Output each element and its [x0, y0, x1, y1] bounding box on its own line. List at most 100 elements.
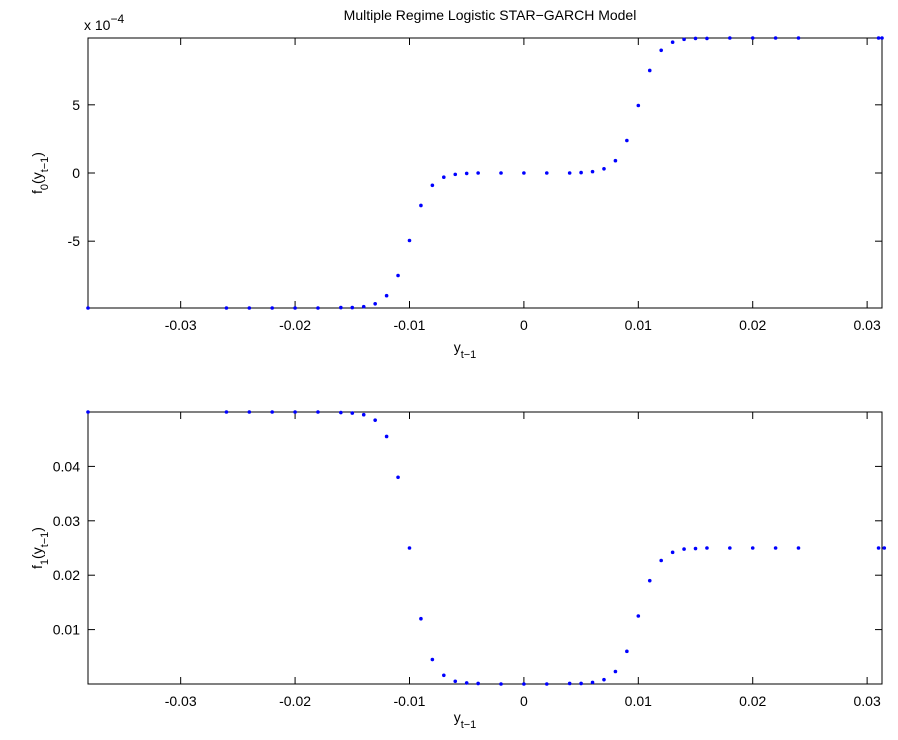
point	[728, 36, 732, 40]
x-tick-label: 0.02	[739, 317, 766, 333]
y-scale-base: x 10	[84, 17, 111, 33]
point	[86, 306, 90, 310]
y-axis-label-part: t−1	[39, 157, 51, 173]
y-tick-label: -5	[68, 233, 81, 249]
point	[453, 172, 458, 177]
point	[567, 681, 572, 686]
x-axis-label: yt−1	[454, 339, 477, 361]
point	[613, 158, 618, 163]
point	[350, 305, 355, 310]
point	[293, 410, 297, 414]
point	[430, 183, 435, 188]
point	[384, 293, 389, 298]
point	[625, 138, 629, 143]
point	[659, 558, 663, 563]
x-tick-label: 0.01	[625, 693, 652, 709]
axes-box	[87, 37, 883, 309]
point	[86, 410, 90, 414]
x-tick-label: -0.03	[165, 317, 197, 333]
point	[499, 171, 503, 175]
point	[636, 614, 641, 618]
point	[602, 677, 606, 682]
point	[407, 546, 412, 550]
y-axis-label: f0(yt−1)	[29, 152, 51, 194]
y-axis-label-part: )	[29, 152, 45, 157]
point	[750, 546, 755, 550]
x-axis-label-part: y	[454, 709, 461, 725]
x-tick-label: -0.02	[279, 693, 311, 709]
point	[270, 410, 274, 414]
point	[419, 616, 423, 621]
point	[796, 36, 801, 40]
x-tick-label: -0.01	[394, 693, 426, 709]
point	[693, 546, 698, 551]
chart-title: Multiple Regime Logistic STAR−GARCH Mode…	[344, 7, 637, 23]
point	[384, 434, 389, 439]
point	[373, 418, 377, 422]
point	[728, 546, 732, 550]
axes-box	[87, 411, 883, 685]
point	[442, 673, 446, 678]
point	[590, 169, 595, 174]
point	[693, 36, 698, 41]
point	[625, 649, 629, 654]
x-tick-label: 0	[520, 317, 528, 333]
point	[499, 682, 503, 686]
x-tick-label: -0.02	[279, 317, 311, 333]
x-tick-label: -0.03	[165, 693, 197, 709]
point	[316, 306, 320, 310]
y-tick-label: 0.02	[53, 567, 80, 583]
y-axis-label: f1(yt−1)	[29, 527, 51, 569]
point	[361, 412, 366, 417]
x-tick-label: 0.03	[854, 317, 881, 333]
point	[579, 170, 583, 175]
x-axis-label-part: t−1	[461, 349, 477, 361]
y-axis-label-part: (y	[29, 547, 45, 559]
y-scale-exponent: −4	[110, 12, 124, 26]
y-axis-label-part: t−1	[39, 532, 51, 548]
point	[876, 546, 881, 550]
point	[339, 305, 343, 310]
point	[567, 171, 572, 175]
point	[407, 238, 412, 243]
point	[339, 410, 343, 415]
x-tick-label: 0.03	[854, 693, 881, 709]
point	[670, 550, 675, 555]
point	[670, 40, 675, 45]
point	[316, 410, 320, 414]
point	[705, 36, 709, 41]
point	[396, 475, 400, 480]
point	[590, 680, 595, 685]
point	[880, 36, 884, 40]
point	[796, 546, 801, 550]
point	[442, 175, 446, 180]
y-axis-label-part: 1	[39, 559, 51, 565]
point	[350, 411, 355, 415]
point	[361, 304, 366, 309]
point	[476, 171, 480, 175]
point	[579, 681, 583, 686]
y-scale-label: x 10−4	[84, 12, 124, 33]
point	[876, 36, 881, 40]
point	[682, 37, 686, 42]
point	[396, 273, 400, 278]
point	[476, 681, 480, 686]
point	[247, 410, 252, 414]
point	[522, 682, 526, 686]
point	[750, 36, 755, 40]
point	[544, 171, 549, 175]
y-tick-label: 0.01	[53, 622, 80, 638]
point	[647, 578, 652, 583]
point	[613, 669, 618, 674]
point	[705, 546, 709, 550]
x-tick-label: 0.02	[739, 693, 766, 709]
point	[773, 36, 778, 40]
y-tick-label: 5	[72, 97, 80, 113]
x-tick-label: 0	[520, 693, 528, 709]
point	[773, 546, 778, 550]
point	[247, 306, 252, 310]
x-tick-label: -0.01	[394, 317, 426, 333]
y-tick-label: 0.03	[53, 513, 80, 529]
point	[659, 48, 663, 53]
